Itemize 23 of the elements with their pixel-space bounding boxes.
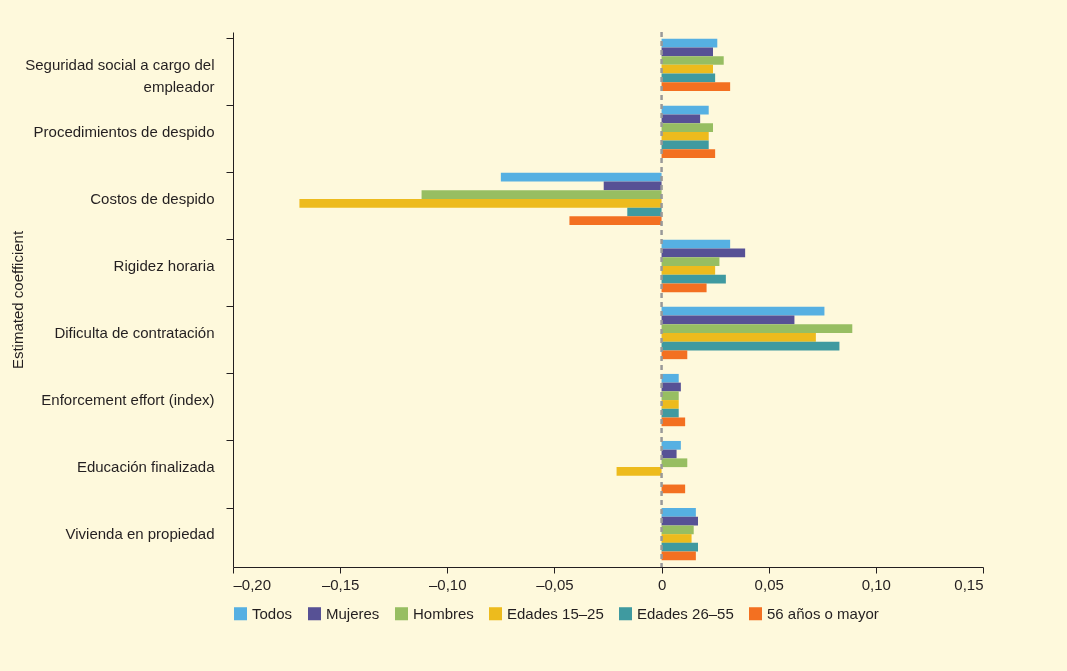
x-tick-label: –0,20 — [233, 575, 272, 593]
y-tick-label: Educación finalizada — [76, 458, 216, 476]
x-tick-label: –0,15 — [321, 575, 360, 593]
legend-label: 56 años o mayor — [767, 604, 879, 622]
y-tick-label: Dificulta de contratación — [54, 324, 215, 342]
y-tick-label: Costos de despido — [90, 189, 215, 207]
legend-label: Edades 26–55 — [637, 604, 734, 622]
legend-label: Todos — [252, 604, 293, 622]
y-axis-title: Estimated coefficient — [8, 230, 26, 370]
legend-label: Hombres — [413, 604, 474, 622]
y-tick-label: Rigidez horaria — [113, 256, 216, 274]
x-tick-label: 0 — [657, 575, 667, 593]
y-tick-label: Seguridad social a cargo del empleador — [25, 55, 215, 95]
x-tick-label: 0,05 — [754, 575, 784, 593]
y-tick-label: Enforcement effort (index) — [41, 391, 215, 409]
x-tick-label: 0,15 — [954, 575, 984, 593]
y-tick-label: Procedimientos de despido — [33, 122, 215, 140]
x-tick-label: –0,10 — [429, 575, 467, 593]
legend-label: Mujeres — [326, 604, 380, 622]
y-tick-label: Vivienda en propiedad — [65, 525, 215, 543]
x-tick-label: –0,05 — [536, 575, 574, 593]
legend-label: Edades 15–25 — [507, 604, 604, 622]
x-tick-label: 0,10 — [861, 575, 891, 593]
